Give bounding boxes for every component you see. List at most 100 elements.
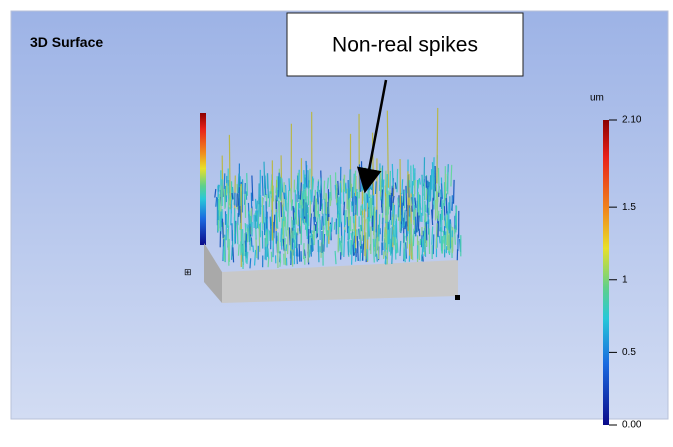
spike bbox=[382, 218, 383, 242]
spike bbox=[299, 244, 300, 262]
spike bbox=[411, 197, 412, 205]
spike bbox=[409, 216, 410, 243]
spike bbox=[308, 180, 309, 188]
spike bbox=[288, 227, 289, 254]
spike bbox=[385, 257, 386, 264]
spike bbox=[324, 181, 325, 200]
spike bbox=[421, 235, 422, 247]
color-bar bbox=[603, 120, 609, 425]
spike bbox=[332, 217, 333, 231]
annotation-text: Non-real spikes bbox=[332, 34, 478, 57]
side-color-bar bbox=[200, 113, 206, 245]
spike bbox=[364, 180, 365, 187]
spike bbox=[455, 229, 456, 245]
spike bbox=[224, 189, 225, 209]
spike bbox=[437, 191, 438, 218]
spike bbox=[392, 247, 393, 264]
spike bbox=[237, 223, 238, 245]
spike bbox=[320, 190, 321, 197]
scale-tick-label: 0.00 bbox=[622, 420, 642, 431]
spike bbox=[423, 236, 424, 252]
spike bbox=[454, 180, 455, 204]
scale-tick-label: 1 bbox=[622, 274, 628, 285]
spike bbox=[356, 197, 357, 215]
spike bbox=[422, 175, 423, 194]
spike bbox=[318, 240, 319, 262]
spike bbox=[317, 192, 318, 203]
spike bbox=[270, 217, 271, 230]
spike bbox=[456, 206, 457, 232]
spike bbox=[451, 165, 452, 187]
spike bbox=[374, 207, 375, 233]
scale-unit: um bbox=[590, 93, 604, 104]
spike bbox=[392, 164, 393, 188]
spike bbox=[379, 214, 380, 241]
spike bbox=[289, 178, 290, 191]
corner-marker bbox=[455, 295, 460, 300]
spike bbox=[406, 242, 407, 258]
spike bbox=[402, 179, 403, 194]
spike bbox=[221, 186, 222, 212]
spike bbox=[286, 244, 287, 251]
page: 3D Surface ⊞ Non-real spikes um 2.101.51… bbox=[0, 0, 673, 447]
spike bbox=[228, 229, 229, 250]
spike bbox=[353, 174, 354, 197]
spike bbox=[428, 217, 429, 224]
spike bbox=[443, 231, 444, 244]
spike bbox=[402, 203, 403, 221]
spike bbox=[299, 210, 300, 232]
spike bbox=[346, 183, 347, 193]
spike bbox=[268, 258, 269, 267]
spike bbox=[280, 175, 281, 200]
spike bbox=[292, 249, 293, 266]
spike bbox=[267, 230, 268, 244]
spike bbox=[348, 241, 349, 255]
spike bbox=[330, 224, 331, 240]
spike bbox=[377, 254, 378, 262]
spike bbox=[233, 247, 234, 262]
spike bbox=[361, 206, 362, 216]
spike bbox=[413, 229, 414, 246]
axis-glyph: ⊞ bbox=[184, 267, 192, 277]
spike bbox=[363, 184, 364, 190]
spike bbox=[397, 239, 398, 253]
spike bbox=[401, 224, 402, 233]
spike bbox=[304, 170, 305, 189]
spike bbox=[419, 241, 420, 260]
spike bbox=[351, 233, 352, 240]
scale-tick-label: 0.5 bbox=[622, 347, 636, 358]
spike bbox=[439, 236, 440, 243]
spike bbox=[281, 202, 282, 217]
spike bbox=[284, 192, 285, 199]
spike bbox=[344, 202, 345, 216]
spike bbox=[257, 201, 258, 222]
spike bbox=[308, 207, 309, 226]
spike bbox=[232, 193, 233, 199]
spike bbox=[397, 169, 398, 192]
spike bbox=[415, 180, 416, 196]
spike bbox=[434, 157, 435, 183]
spike bbox=[419, 229, 420, 236]
spike bbox=[281, 178, 282, 202]
spike bbox=[251, 216, 252, 227]
spike bbox=[432, 162, 433, 189]
spike bbox=[387, 194, 388, 220]
spike bbox=[322, 216, 323, 230]
scale-tick-label: 2.10 bbox=[622, 115, 642, 126]
spike bbox=[446, 198, 447, 213]
spike bbox=[264, 162, 265, 189]
spike bbox=[440, 197, 441, 207]
spike bbox=[279, 201, 280, 218]
spike bbox=[320, 214, 321, 226]
spike bbox=[352, 232, 353, 245]
spike bbox=[222, 219, 223, 239]
spike bbox=[418, 179, 419, 188]
spike bbox=[219, 185, 220, 192]
spike bbox=[295, 214, 296, 235]
spike bbox=[256, 215, 257, 229]
spike bbox=[418, 215, 419, 230]
spike bbox=[366, 193, 367, 211]
spike bbox=[314, 217, 315, 224]
spike bbox=[395, 182, 396, 189]
spike bbox=[407, 205, 408, 227]
